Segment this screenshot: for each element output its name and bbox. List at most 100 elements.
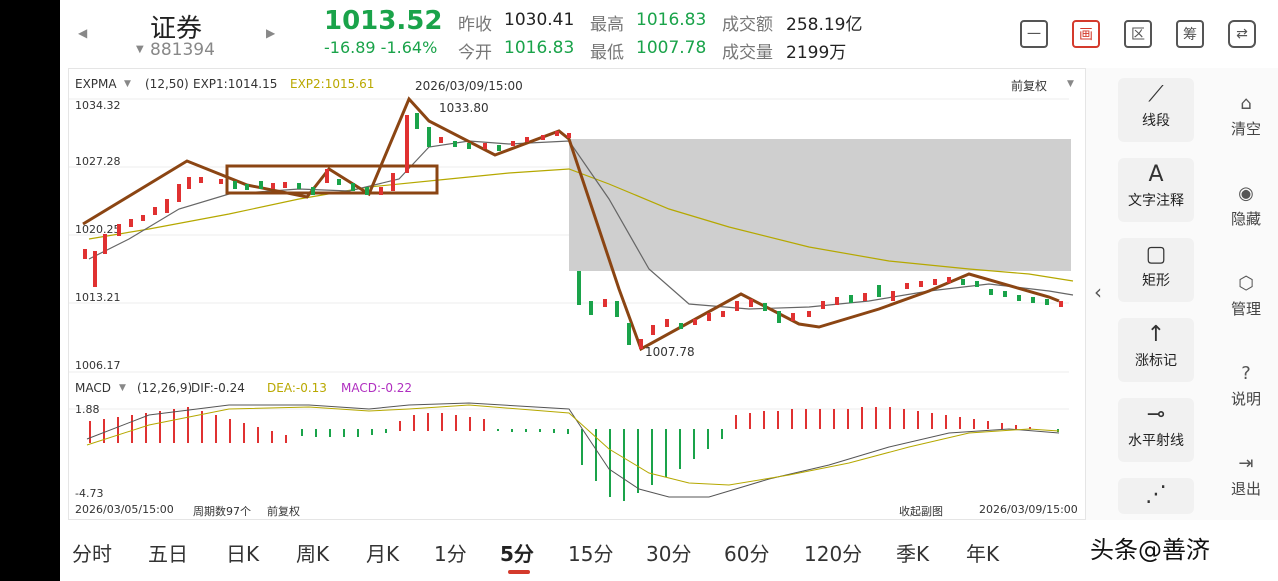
rectangle-annotation	[569, 139, 1071, 271]
stat-label: 成交量	[722, 43, 773, 63]
adjust-dropdown-icon[interactable]: ▼	[1067, 79, 1074, 89]
prev-stock-arrow-icon[interactable]: ◀	[78, 26, 88, 40]
stat-label: 昨收	[458, 15, 492, 35]
tab-period[interactable]: 60分	[724, 542, 770, 566]
hide-button[interactable]: ◉ 隐藏	[1216, 180, 1276, 229]
collapse-subchart-button[interactable]: 收起副图	[899, 505, 943, 518]
dif-value: DIF:-0.24	[191, 381, 245, 395]
drawing-panel: ‹ ⟋ 线段 A 文字注释 ▢ 矩形 ↑ 涨标记 ⊸ 水平射线 ⋰ ⌂ 清空	[1086, 68, 1278, 520]
landscape-toggle-icon[interactable]: ⇄	[1228, 20, 1256, 48]
panel-collapse-icon[interactable]: ‹	[1094, 280, 1102, 304]
eye-icon: ◉	[1238, 183, 1254, 204]
clear-label: 清空	[1230, 120, 1261, 138]
tool-label: 线段	[1142, 113, 1170, 129]
footer-end-time: 2026/03/09/15:00	[979, 503, 1078, 516]
clear-button[interactable]: ⌂ 清空	[1216, 90, 1276, 139]
macd-y-bottom: -4.73	[75, 487, 104, 500]
y-axis-label: 1027.28	[75, 155, 121, 168]
horizontal-ray-icon: ⊸	[1146, 402, 1166, 427]
tab-period[interactable]: 120分	[804, 542, 863, 566]
manage-button[interactable]: ⬡ 管理	[1216, 270, 1276, 319]
stat-label: 成交额	[722, 15, 773, 35]
watermark: 头条@善济	[1090, 536, 1210, 564]
manage-label: 管理	[1230, 300, 1261, 318]
adjust-select[interactable]: 前复权	[1011, 79, 1048, 93]
stock-code[interactable]: 881394	[150, 40, 215, 60]
macd-indicator-select[interactable]: MACD	[75, 381, 111, 395]
tool-text-note[interactable]: A 文字注释	[1118, 158, 1194, 222]
tab-period[interactable]: 年K	[966, 542, 1000, 566]
macd-dropdown-icon[interactable]: ▼	[119, 383, 126, 393]
macd-value: MACD:-0.22	[341, 381, 413, 395]
y-axis-label: 1006.17	[75, 359, 121, 372]
stat-value: 2199万	[786, 43, 847, 63]
line-tool-icon[interactable]: 一	[1020, 20, 1048, 48]
current-price: 1013.52	[324, 6, 443, 36]
dea-line	[86, 404, 1060, 486]
active-tab-underline	[508, 570, 530, 574]
up-arrow-icon: ↑	[1146, 322, 1166, 347]
help-button[interactable]: ? 说明	[1216, 360, 1276, 409]
dif-line	[86, 402, 1060, 498]
draw-tool-icon[interactable]: 画	[1072, 20, 1100, 48]
hide-label: 隐藏	[1230, 210, 1261, 228]
stat-value: 1016.83	[636, 10, 707, 30]
dea-value: DEA:-0.13	[267, 381, 327, 395]
macd-params: (12,26,9)	[137, 381, 193, 395]
stat-label: 最低	[590, 43, 624, 63]
indicator-dropdown-icon[interactable]: ▼	[124, 79, 131, 89]
footer-adjust: 前复权	[267, 505, 300, 518]
exp2-value: EXP2:1015.61	[290, 77, 375, 91]
stock-screen: ◀ 证券 ▼ 881394 ▶ 1013.52 -16.89 -1.64% 昨收…	[60, 0, 1278, 581]
clear-icon: ⌂	[1240, 93, 1252, 114]
stat-value: 1016.83	[504, 38, 575, 58]
rectangle-icon: ▢	[1145, 242, 1167, 267]
text-icon: A	[1148, 162, 1164, 187]
y-axis-label: 1013.21	[75, 291, 121, 304]
tool-horizontal-ray[interactable]: ⊸ 水平射线	[1118, 398, 1194, 462]
tab-period[interactable]: 1分	[434, 542, 467, 566]
tab-period[interactable]: 15分	[568, 542, 614, 566]
macd-y-top: 1.88	[75, 403, 100, 416]
stat-label: 今开	[458, 43, 492, 63]
indicator-select[interactable]: EXPMA	[75, 77, 117, 91]
tab-period[interactable]: 分时	[72, 542, 112, 566]
box-drawing-1	[225, 164, 439, 195]
tab-period-active[interactable]: 5分	[500, 542, 534, 566]
wave-icon: ⋰	[1145, 482, 1167, 507]
stat-value: 1030.41	[504, 10, 575, 30]
macd-histogram	[89, 407, 1059, 501]
price-change: -16.89 -1.64%	[324, 38, 438, 57]
stat-label: 最高	[590, 15, 624, 35]
candlesticks	[83, 113, 1063, 349]
chip-tool-icon[interactable]: 筹	[1176, 20, 1204, 48]
tool-rectangle[interactable]: ▢ 矩形	[1118, 238, 1194, 302]
help-label: 说明	[1230, 390, 1261, 408]
tab-period[interactable]: 周K	[296, 542, 330, 566]
kline-svg	[69, 96, 1074, 501]
next-stock-arrow-icon[interactable]: ▶	[266, 26, 276, 40]
tab-period[interactable]: 日K	[226, 542, 260, 566]
high-price-label: 1033.80	[439, 101, 489, 115]
code-dropdown-icon[interactable]: ▼	[136, 44, 144, 55]
tab-period[interactable]: 季K	[896, 542, 930, 566]
chart-area[interactable]: EXPMA ▼ (12,50) EXP1:1014.15 EXP2:1015.6…	[68, 68, 1086, 520]
range-tool-icon[interactable]: 区	[1124, 20, 1152, 48]
help-icon: ?	[1241, 363, 1251, 384]
tool-label: 矩形	[1142, 273, 1170, 289]
exit-icon: ⇥	[1238, 453, 1254, 474]
tool-up-mark[interactable]: ↑ 涨标记	[1118, 318, 1194, 382]
tab-period[interactable]: 30分	[646, 542, 692, 566]
footer-count: 周期数97个	[193, 505, 251, 518]
tool-wave[interactable]: ⋰	[1118, 478, 1194, 514]
tool-line-segment[interactable]: ⟋ 线段	[1118, 78, 1194, 142]
indicator-params: (12,50)	[145, 77, 189, 91]
stat-value: 1007.78	[636, 38, 707, 58]
tool-label: 涨标记	[1135, 353, 1177, 369]
exit-label: 退出	[1230, 480, 1261, 498]
exp2-line	[88, 168, 1074, 282]
tab-period[interactable]: 五日	[148, 542, 188, 566]
exit-button[interactable]: ⇥ 退出	[1216, 450, 1276, 499]
tab-period[interactable]: 月K	[366, 542, 400, 566]
cursor-datetime: 2026/03/09/15:00	[415, 79, 523, 93]
